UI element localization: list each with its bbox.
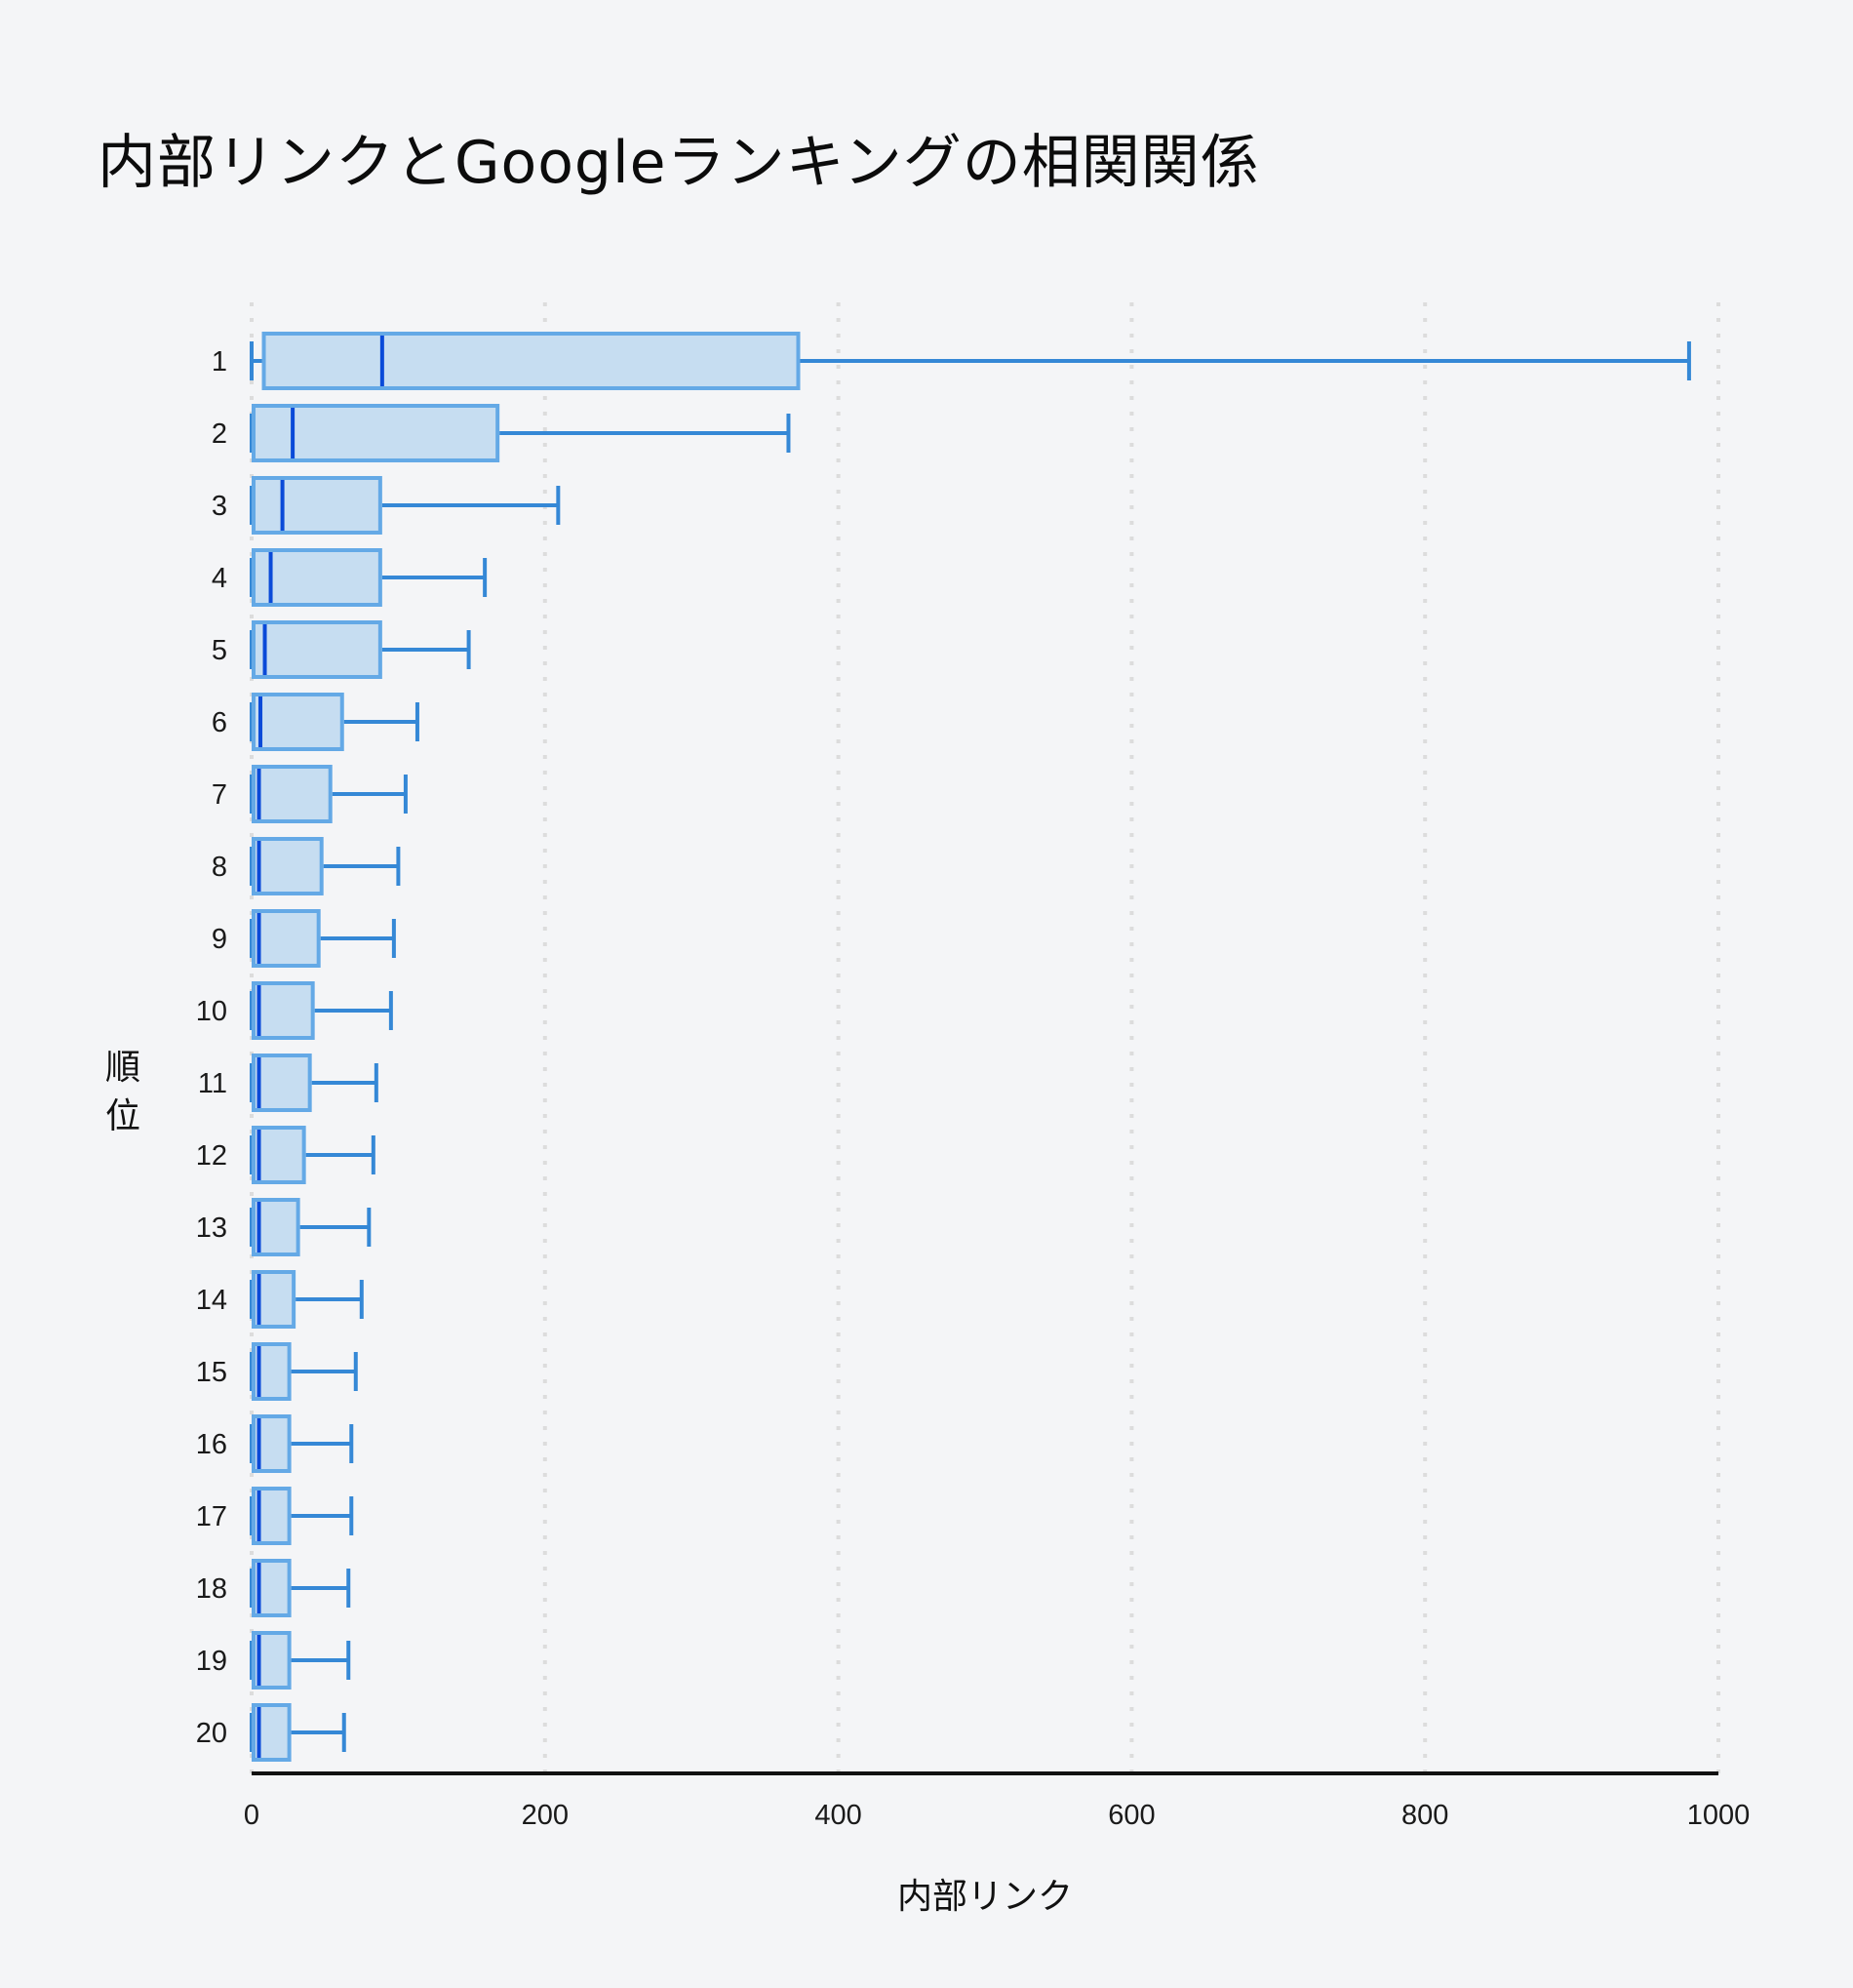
y-tick-label: 4 [212,563,227,594]
box-rank-6 [250,693,419,751]
y-axis-title: 順位 [104,1048,140,1136]
box-rank-11 [250,1054,378,1112]
y-tick-label: 8 [212,852,227,883]
iqr-box [252,620,382,679]
y-tick-label: 13 [196,1213,227,1244]
y-tick-label: 20 [196,1718,227,1749]
iqr-box [252,1054,312,1112]
iqr-box [252,909,321,968]
box-rank-4 [250,548,488,607]
iqr-box [252,981,315,1040]
chart-title: 内部リンクとGoogleランキングの相関関係 [98,129,1260,197]
box-series [250,332,1691,1762]
iqr-box [252,548,382,607]
y-tick-label: 19 [196,1646,227,1677]
y-tick-label: 11 [198,1068,227,1099]
gridlines [250,302,1720,1773]
x-tick-label: 600 [1108,1800,1155,1831]
y-tick-label: 6 [212,707,227,738]
y-tick-label: 16 [196,1429,227,1460]
x-axis-title: 内部リンク [896,1877,1073,1917]
iqr-box [252,404,500,462]
y-tick-label: 1 [212,346,227,378]
iqr-box [252,693,344,751]
box-rank-18 [250,1559,351,1617]
y-tick-label: 7 [212,779,227,811]
x-tick-label: 800 [1401,1800,1448,1831]
box-rank-2 [250,404,791,462]
y-tick-label: 9 [212,924,227,955]
box-rank-3 [250,476,561,535]
x-tick-label: 1000 [1687,1800,1751,1831]
y-tick-label: 5 [212,635,227,666]
box-rank-17 [250,1487,354,1545]
y-tick-label: 17 [196,1501,227,1532]
box-rank-19 [250,1631,351,1690]
y-tick-label: 12 [196,1140,227,1172]
iqr-box [261,332,801,390]
y-tick-label: 3 [212,491,227,522]
box-rank-5 [250,620,471,679]
box-rank-12 [250,1126,375,1184]
box-rank-13 [250,1198,372,1256]
iqr-box [252,1198,300,1256]
box-rank-10 [250,981,393,1040]
box-rank-8 [250,837,401,895]
y-tick-label: 14 [196,1285,227,1316]
box-rank-15 [250,1342,358,1401]
iqr-box [252,476,382,535]
x-axis-tick-labels: 0 200 400 600 800 1000 [244,1800,1750,1831]
box-rank-7 [250,765,408,823]
y-tick-label: 18 [196,1573,227,1605]
iqr-box [252,837,324,895]
iqr-box [252,765,333,823]
iqr-box [252,1126,306,1184]
box-rank-1 [250,332,1691,390]
box-rank-20 [250,1703,346,1762]
y-tick-label: 10 [196,996,227,1027]
box-rank-14 [250,1270,364,1329]
x-tick-label: 200 [522,1800,569,1831]
box-rank-16 [250,1414,354,1473]
y-tick-label: 15 [196,1357,227,1388]
y-tick-label: 2 [212,418,227,450]
x-tick-label: 0 [244,1800,259,1831]
x-tick-label: 400 [814,1800,861,1831]
box-rank-9 [250,909,396,968]
